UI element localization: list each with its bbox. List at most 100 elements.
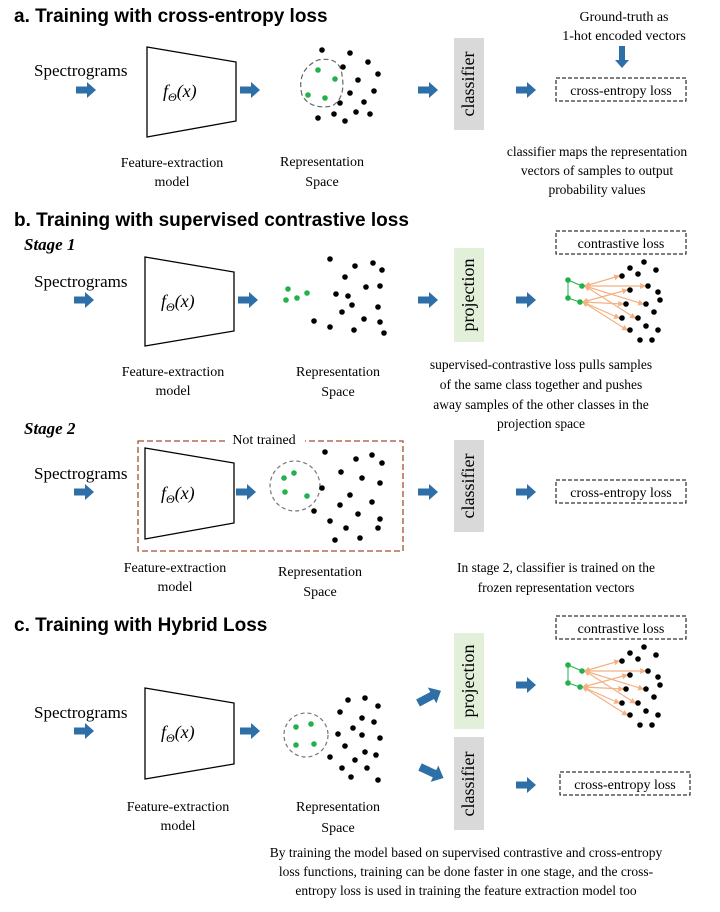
stage-1-representation-caption-2: Space: [321, 385, 354, 400]
not-trained-frame: [137, 440, 404, 552]
other-class-point: [337, 709, 343, 715]
stage-1-arrow-to-loss: [516, 292, 536, 308]
stage-1-input-label: Spectrograms: [34, 272, 127, 291]
section-a-arrow-input: [76, 82, 96, 98]
section-c-title: c. Training with Hybrid Loss: [14, 615, 267, 636]
other-class-point: [643, 686, 649, 692]
other-class-point: [379, 460, 385, 466]
section-a-arrow-to-classifier: [418, 82, 438, 98]
other-class-point: [319, 47, 325, 53]
other-class-point: [337, 502, 343, 508]
section-a-title: a. Training with cross-entropy loss: [14, 6, 328, 27]
model-function-label: fΘ(x): [161, 483, 195, 506]
other-class-point: [619, 700, 625, 706]
stage-2-arrow-to-loss: [516, 484, 536, 500]
other-class-point: [345, 293, 351, 299]
push-arrow: [583, 669, 645, 691]
stage-2-representation-caption: Representation: [278, 565, 362, 580]
stage-1-note: supervised-contrastive loss pulls sample…: [430, 357, 652, 372]
green-class-point: [308, 721, 314, 727]
other-class-point: [653, 267, 659, 273]
other-class-point: [377, 283, 383, 289]
other-class-point: [619, 658, 625, 664]
other-class-point: [635, 315, 641, 321]
other-class-point: [369, 499, 375, 505]
ground-truth-label: Ground-truth as: [579, 10, 668, 25]
other-class-point: [337, 100, 343, 106]
other-class-point: [643, 323, 649, 329]
other-class-point: [619, 273, 625, 279]
model-function-label: fΘ(x): [163, 81, 197, 104]
push-arrow: [581, 686, 629, 716]
other-class-point: [375, 703, 381, 709]
stage-1-contrastive-loss-label: contrastive loss: [578, 237, 665, 252]
section-c-model-caption-2: model: [161, 819, 196, 834]
other-class-point: [375, 525, 381, 531]
stage-1-note-2: of the same class together and pushes: [440, 377, 642, 392]
stage-1-arrow-input: [74, 292, 94, 308]
stage-2-feature-extractor: [144, 447, 235, 540]
other-class-point: [627, 287, 633, 293]
other-class-point: [377, 319, 383, 325]
section-a-representation-space: [300, 47, 381, 124]
stage-2-representation-space: [269, 449, 385, 543]
other-class-point: [651, 309, 657, 315]
section-c-arrow-to-projection: [416, 687, 441, 707]
section-c-input-label: Spectrograms: [34, 703, 127, 722]
green-class-point: [304, 290, 310, 296]
other-class-point: [361, 99, 367, 105]
section-a-feature-extractor: [146, 46, 237, 138]
stage-2-arrow-to-classifier: [418, 484, 438, 500]
green-class-point: [577, 684, 583, 690]
other-class-point: [641, 259, 647, 265]
other-class-point: [377, 516, 383, 522]
green-class-point: [322, 95, 328, 101]
stage-1-arrow-to-space: [238, 292, 258, 308]
section-a-model-caption: Feature-extraction: [121, 156, 224, 171]
green-class-point: [285, 286, 291, 292]
section-c-note-2: loss functions, training can be done fas…: [279, 864, 654, 879]
push-arrow: [583, 274, 621, 288]
stage-2-note-2: frozen representation vectors: [478, 580, 635, 595]
green-class-point: [291, 470, 297, 476]
other-class-point: [643, 301, 649, 307]
stage-2-model-caption: Feature-extraction: [124, 561, 227, 576]
other-class-point: [347, 50, 353, 56]
green-class-point: [283, 297, 289, 303]
section-c-cross-entropy-loss-label: cross-entropy loss: [574, 778, 676, 793]
section-a-arrow-to-space: [240, 82, 260, 98]
push-arrow: [583, 659, 621, 673]
other-class-point: [623, 686, 629, 692]
other-class-point: [327, 754, 333, 760]
section-c-feature-extractor: [144, 687, 235, 780]
other-class-point: [322, 449, 328, 455]
push-arrow: [581, 299, 625, 307]
other-class-point: [655, 327, 661, 333]
other-class-point: [347, 492, 353, 498]
stage-2-representation-caption-2: Space: [303, 585, 336, 600]
section-a-input-label: Spectrograms: [34, 61, 127, 80]
other-class-point: [362, 695, 368, 701]
other-class-point: [643, 708, 649, 714]
other-class-point: [343, 525, 349, 531]
other-class-point: [365, 59, 371, 65]
other-class-point: [377, 735, 383, 741]
stage-2-input-label: Spectrograms: [34, 464, 127, 483]
other-class-point: [359, 715, 365, 721]
stage-2-loss-label: cross-entropy loss: [570, 486, 672, 501]
other-class-point: [352, 263, 358, 269]
section-c-representation-space: [283, 695, 383, 783]
green-class-point: [281, 475, 287, 481]
other-class-point: [357, 535, 363, 541]
section-c-representation-caption: Representation: [296, 800, 380, 815]
other-class-point: [311, 318, 317, 324]
stage-1-model-caption-2: model: [156, 384, 191, 399]
section-c-contrastive-loss-label: contrastive loss: [578, 622, 665, 637]
not-trained-label: Not trained: [232, 433, 295, 448]
section-a-loss-label: cross-entropy loss: [570, 84, 672, 99]
other-class-point: [349, 302, 355, 308]
other-class-point: [327, 324, 333, 330]
other-class-point: [373, 752, 379, 758]
stage-1-representation-space: [283, 256, 387, 336]
